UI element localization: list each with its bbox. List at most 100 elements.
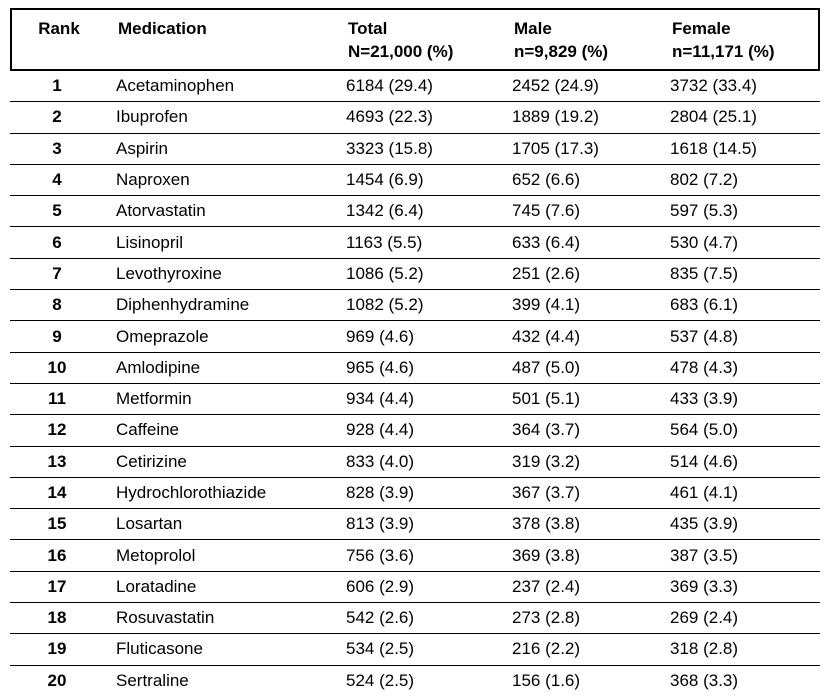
cell-rank: 19	[47, 639, 67, 659]
cell-total: 542 (2.6)	[346, 608, 415, 628]
table-row: 15 Losartan 813 (3.9) 378 (3.8) 435 (3.9…	[10, 509, 820, 541]
cell-rank: 17	[47, 576, 67, 596]
table-row: 1 Acetaminophen 6184 (29.4) 2452 (24.9) …	[10, 71, 820, 103]
cell-female: 835 (7.5)	[670, 263, 739, 283]
table-body: 1 Acetaminophen 6184 (29.4) 2452 (24.9) …	[10, 71, 820, 697]
cell-medication: Loratadine	[116, 576, 197, 596]
cell-male: 273 (2.8)	[512, 608, 581, 628]
cell-male: 364 (3.7)	[512, 420, 581, 440]
header-label: Female	[672, 19, 731, 38]
cell-rank: 16	[47, 545, 67, 565]
cell-total: 965 (4.6)	[346, 357, 415, 377]
cell-female: 597 (5.3)	[670, 201, 739, 221]
cell-medication: Sertraline	[116, 671, 189, 691]
cell-medication: Diphenhydramine	[116, 295, 250, 315]
table-row: 20 Sertraline 524 (2.5) 156 (1.6) 368 (3…	[10, 666, 820, 697]
cell-total: 1086 (5.2)	[346, 263, 424, 283]
cell-female: 802 (7.2)	[670, 170, 739, 190]
table-row: 4 Naproxen 1454 (6.9) 652 (6.6) 802 (7.2…	[10, 165, 820, 197]
cell-medication: Atorvastatin	[116, 201, 206, 221]
cell-total: 4693 (22.3)	[346, 107, 433, 127]
cell-female: 683 (6.1)	[670, 295, 739, 315]
cell-medication: Omeprazole	[116, 326, 209, 346]
cell-female: 537 (4.8)	[670, 326, 739, 346]
cell-total: 934 (4.4)	[346, 389, 415, 409]
cell-medication: Rosuvastatin	[116, 608, 215, 628]
cell-rank: 15	[47, 514, 67, 534]
cell-rank: 8	[52, 295, 62, 315]
table-row: 18 Rosuvastatin 542 (2.6) 273 (2.8) 269 …	[10, 603, 820, 635]
header-label: Total	[348, 19, 388, 38]
cell-total: 969 (4.6)	[346, 326, 415, 346]
cell-medication: Hydrochlorothiazide	[116, 483, 267, 502]
table-row: 14 Hydrochlorothiazide 828 (3.9) 367 (3.…	[10, 478, 820, 510]
cell-male: 369 (3.8)	[512, 545, 581, 565]
cell-female: 2804 (25.1)	[670, 107, 757, 127]
cell-rank: 14	[47, 483, 67, 502]
cell-total: 1454 (6.9)	[346, 170, 424, 190]
cell-total: 828 (3.9)	[346, 483, 415, 502]
cell-medication: Aspirin	[116, 138, 168, 158]
cell-medication: Metoprolol	[116, 545, 196, 565]
table-row: 16 Metoprolol 756 (3.6) 369 (3.8) 387 (3…	[10, 540, 820, 572]
cell-male: 237 (2.4)	[512, 576, 581, 596]
cell-medication: Cetirizine	[116, 451, 187, 471]
cell-medication: Metformin	[116, 389, 192, 409]
cell-total: 524 (2.5)	[346, 671, 415, 691]
cell-total: 928 (4.4)	[346, 420, 415, 440]
cell-total: 3323 (15.8)	[346, 138, 433, 158]
table-row: 7 Levothyroxine 1086 (5.2) 251 (2.6) 835…	[10, 259, 820, 291]
cell-female: 1618 (14.5)	[670, 138, 757, 158]
cell-female: 530 (4.7)	[670, 232, 739, 252]
header-cell-male: Male n=9,829 (%)	[502, 17, 660, 63]
cell-total: 1342 (6.4)	[346, 201, 424, 221]
cell-male: 367 (3.7)	[512, 483, 581, 502]
cell-male: 487 (5.0)	[512, 357, 581, 377]
table-row: 9 Omeprazole 969 (4.6) 432 (4.4) 537 (4.…	[10, 321, 820, 353]
cell-male: 216 (2.2)	[512, 639, 581, 659]
cell-total: 833 (4.0)	[346, 451, 415, 471]
cell-male: 378 (3.8)	[512, 514, 581, 534]
cell-rank: 4	[52, 170, 62, 190]
table-row: 6 Lisinopril 1163 (5.5) 633 (6.4) 530 (4…	[10, 227, 820, 259]
header-label: Medication	[118, 19, 207, 38]
cell-female: 478 (4.3)	[670, 357, 739, 377]
header-sublabel: n=11,171 (%)	[672, 42, 775, 61]
cell-total: 534 (2.5)	[346, 639, 415, 659]
cell-medication: Losartan	[116, 514, 183, 534]
table-header: Rank Medication Total N=21,000 (%) Male …	[10, 8, 820, 71]
cell-male: 501 (5.1)	[512, 389, 581, 409]
cell-total: 1163 (5.5)	[346, 232, 423, 252]
table-row: 11 Metformin 934 (4.4) 501 (5.1) 433 (3.…	[10, 384, 820, 416]
table-row: 17 Loratadine 606 (2.9) 237 (2.4) 369 (3…	[10, 572, 820, 604]
table-row: 3 Aspirin 3323 (15.8) 1705 (17.3) 1618 (…	[10, 134, 820, 165]
cell-rank: 1	[52, 76, 62, 96]
header-cell-total: Total N=21,000 (%)	[336, 17, 502, 63]
cell-medication: Fluticasone	[116, 639, 203, 659]
cell-female: 269 (2.4)	[670, 608, 739, 628]
cell-medication: Caffeine	[116, 420, 180, 440]
cell-female: 514 (4.6)	[670, 451, 739, 471]
table-row: 10 Amlodipine 965 (4.6) 487 (5.0) 478 (4…	[10, 353, 820, 384]
cell-male: 2452 (24.9)	[512, 76, 599, 96]
cell-total: 813 (3.9)	[346, 514, 415, 534]
cell-medication: Levothyroxine	[116, 263, 222, 283]
cell-medication: Acetaminophen	[116, 76, 235, 96]
cell-rank: 11	[48, 389, 66, 409]
cell-rank: 20	[47, 671, 67, 691]
cell-rank: 12	[47, 420, 67, 440]
cell-medication: Ibuprofen	[116, 107, 188, 127]
cell-medication: Lisinopril	[116, 232, 184, 252]
cell-total: 606 (2.9)	[346, 576, 415, 596]
cell-total: 756 (3.6)	[346, 545, 415, 565]
table-row: 5 Atorvastatin 1342 (6.4) 745 (7.6) 597 …	[10, 196, 820, 228]
cell-female: 433 (3.9)	[670, 389, 739, 409]
medication-table: Rank Medication Total N=21,000 (%) Male …	[10, 8, 820, 697]
cell-female: 369 (3.3)	[670, 576, 739, 596]
cell-female: 461 (4.1)	[670, 483, 739, 502]
cell-female: 564 (5.0)	[670, 420, 739, 440]
cell-rank: 10	[47, 357, 67, 377]
header-cell-rank: Rank	[12, 17, 106, 40]
cell-male: 156 (1.6)	[512, 671, 581, 691]
cell-male: 399 (4.1)	[512, 295, 581, 315]
